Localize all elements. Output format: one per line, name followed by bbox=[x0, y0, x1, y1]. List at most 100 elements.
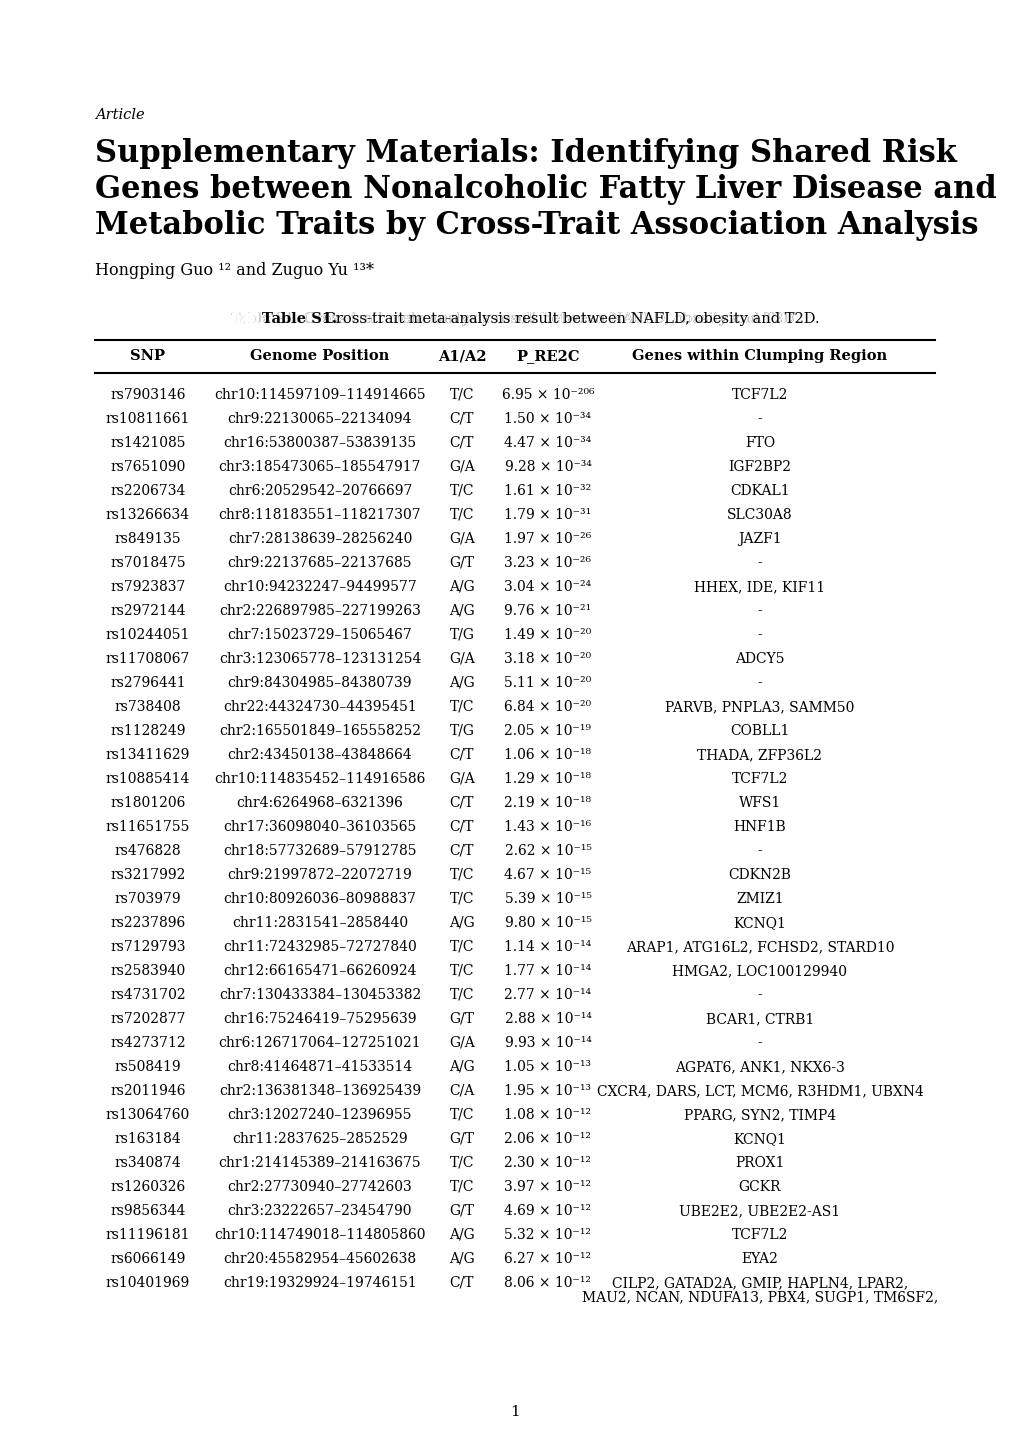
Text: chr3:23222657–23454790: chr3:23222657–23454790 bbox=[227, 1204, 412, 1218]
Text: chr11:2831541–2858440: chr11:2831541–2858440 bbox=[231, 916, 408, 930]
Text: C/T: C/T bbox=[449, 435, 474, 450]
Text: A/G: A/G bbox=[448, 604, 475, 619]
Text: TCF7L2: TCF7L2 bbox=[731, 1229, 788, 1242]
Text: rs10811661: rs10811661 bbox=[106, 412, 190, 425]
Text: Hongping Guo ¹² and Zuguo Yu ¹³*: Hongping Guo ¹² and Zuguo Yu ¹³* bbox=[95, 262, 374, 278]
Text: 1.43 × 10⁻¹⁶: 1.43 × 10⁻¹⁶ bbox=[504, 820, 591, 833]
Text: A/G: A/G bbox=[448, 580, 475, 594]
Text: chr16:53800387–53839135: chr16:53800387–53839135 bbox=[223, 435, 416, 450]
Text: chr7:15023729–15065467: chr7:15023729–15065467 bbox=[227, 629, 412, 642]
Text: rs7018475: rs7018475 bbox=[110, 557, 185, 570]
Text: A/G: A/G bbox=[448, 676, 475, 691]
Text: chr11:72432985–72727840: chr11:72432985–72727840 bbox=[223, 940, 417, 955]
Text: 2.30 × 10⁻¹²: 2.30 × 10⁻¹² bbox=[504, 1156, 591, 1169]
Text: T/C: T/C bbox=[449, 508, 474, 522]
Text: rs1260326: rs1260326 bbox=[110, 1180, 185, 1194]
Text: chr4:6264968–6321396: chr4:6264968–6321396 bbox=[236, 796, 404, 810]
Text: chr8:118183551–118217307: chr8:118183551–118217307 bbox=[218, 508, 421, 522]
Text: FTO: FTO bbox=[744, 435, 774, 450]
Text: rs9856344: rs9856344 bbox=[110, 1204, 185, 1218]
Text: 6.27 × 10⁻¹²: 6.27 × 10⁻¹² bbox=[504, 1252, 591, 1266]
Text: T/G: T/G bbox=[449, 724, 474, 738]
Text: chr19:19329924–19746151: chr19:19329924–19746151 bbox=[223, 1276, 417, 1291]
Text: chr22:44324730–44395451: chr22:44324730–44395451 bbox=[223, 699, 417, 714]
Text: rs13064760: rs13064760 bbox=[106, 1107, 190, 1122]
Text: rs10885414: rs10885414 bbox=[106, 771, 190, 786]
Text: 2.88 × 10⁻¹⁴: 2.88 × 10⁻¹⁴ bbox=[504, 1012, 591, 1027]
Text: T/C: T/C bbox=[449, 940, 474, 955]
Text: 4.69 × 10⁻¹²: 4.69 × 10⁻¹² bbox=[504, 1204, 591, 1218]
Text: 1.50 × 10⁻³⁴: 1.50 × 10⁻³⁴ bbox=[504, 412, 591, 425]
Text: 1.29 × 10⁻¹⁸: 1.29 × 10⁻¹⁸ bbox=[504, 771, 591, 786]
Text: C/T: C/T bbox=[449, 748, 474, 761]
Text: TCF7L2: TCF7L2 bbox=[731, 388, 788, 402]
Text: chr9:22137685–22137685: chr9:22137685–22137685 bbox=[227, 557, 412, 570]
Text: rs7129793: rs7129793 bbox=[110, 940, 185, 955]
Text: CILP2, GATAD2A, GMIP, HAPLN4, LPAR2,: CILP2, GATAD2A, GMIP, HAPLN4, LPAR2, bbox=[611, 1276, 907, 1291]
Text: A/G: A/G bbox=[448, 1252, 475, 1266]
Text: IGF2BP2: IGF2BP2 bbox=[728, 460, 791, 474]
Text: rs13266634: rs13266634 bbox=[106, 508, 190, 522]
Text: rs1128249: rs1128249 bbox=[110, 724, 185, 738]
Text: BCAR1, CTRB1: BCAR1, CTRB1 bbox=[705, 1012, 813, 1027]
Text: rs11708067: rs11708067 bbox=[106, 652, 190, 666]
Text: 2.05 × 10⁻¹⁹: 2.05 × 10⁻¹⁹ bbox=[504, 724, 591, 738]
Text: 9.93 × 10⁻¹⁴: 9.93 × 10⁻¹⁴ bbox=[504, 1035, 591, 1050]
Text: -: - bbox=[757, 629, 761, 642]
Text: 2.77 × 10⁻¹⁴: 2.77 × 10⁻¹⁴ bbox=[504, 988, 591, 1002]
Text: rs1421085: rs1421085 bbox=[110, 435, 185, 450]
Text: Table S1. Cross-trait meta-analysis result between NAFLD, obesity and T2D.: Table S1. Cross-trait meta-analysis resu… bbox=[230, 311, 798, 326]
Text: MAU2, NCAN, NDUFA13, PBX4, SUGP1, TM6SF2,: MAU2, NCAN, NDUFA13, PBX4, SUGP1, TM6SF2… bbox=[581, 1291, 937, 1304]
Text: 3.04 × 10⁻²⁴: 3.04 × 10⁻²⁴ bbox=[504, 580, 591, 594]
Text: THADA, ZFP36L2: THADA, ZFP36L2 bbox=[697, 748, 821, 761]
Text: chr10:114835452–114916586: chr10:114835452–114916586 bbox=[214, 771, 425, 786]
Text: rs2206734: rs2206734 bbox=[110, 485, 185, 497]
Text: chr3:12027240–12396955: chr3:12027240–12396955 bbox=[227, 1107, 412, 1122]
Text: CXCR4, DARS, LCT, MCM6, R3HDM1, UBXN4: CXCR4, DARS, LCT, MCM6, R3HDM1, UBXN4 bbox=[596, 1084, 922, 1097]
Text: rs11196181: rs11196181 bbox=[106, 1229, 191, 1242]
Text: P_RE2C: P_RE2C bbox=[516, 349, 579, 363]
Text: AGPAT6, ANK1, NKX6-3: AGPAT6, ANK1, NKX6-3 bbox=[675, 1060, 844, 1074]
Text: 5.11 × 10⁻²⁰: 5.11 × 10⁻²⁰ bbox=[503, 676, 591, 691]
Text: 1.08 × 10⁻¹²: 1.08 × 10⁻¹² bbox=[504, 1107, 591, 1122]
Text: 5.39 × 10⁻¹⁵: 5.39 × 10⁻¹⁵ bbox=[504, 893, 591, 906]
Text: PROX1: PROX1 bbox=[735, 1156, 784, 1169]
Text: rs738408: rs738408 bbox=[114, 699, 181, 714]
Text: Metabolic Traits by Cross-Trait Association Analysis: Metabolic Traits by Cross-Trait Associat… bbox=[95, 211, 977, 241]
Text: rs508419: rs508419 bbox=[114, 1060, 181, 1074]
Text: G/T: G/T bbox=[449, 1204, 474, 1218]
Text: 8.06 × 10⁻¹²: 8.06 × 10⁻¹² bbox=[504, 1276, 591, 1291]
Text: 3.97 × 10⁻¹²: 3.97 × 10⁻¹² bbox=[504, 1180, 591, 1194]
Text: HNF1B: HNF1B bbox=[733, 820, 786, 833]
Text: rs163184: rs163184 bbox=[114, 1132, 181, 1146]
Text: rs476828: rs476828 bbox=[114, 844, 181, 858]
Text: 5.32 × 10⁻¹²: 5.32 × 10⁻¹² bbox=[504, 1229, 591, 1242]
Text: 9.80 × 10⁻¹⁵: 9.80 × 10⁻¹⁵ bbox=[504, 916, 591, 930]
Text: C/T: C/T bbox=[449, 796, 474, 810]
Text: A/G: A/G bbox=[448, 1229, 475, 1242]
Text: chr2:27730940–27742603: chr2:27730940–27742603 bbox=[227, 1180, 412, 1194]
Text: rs2583940: rs2583940 bbox=[110, 965, 185, 978]
Text: JAZF1: JAZF1 bbox=[738, 532, 781, 547]
Text: 1.49 × 10⁻²⁰: 1.49 × 10⁻²⁰ bbox=[503, 629, 591, 642]
Text: C/T: C/T bbox=[449, 820, 474, 833]
Text: 2.19 × 10⁻¹⁸: 2.19 × 10⁻¹⁸ bbox=[504, 796, 591, 810]
Text: Cross-trait meta-analysis result between NAFLD, obesity and T2D.: Cross-trait meta-analysis result between… bbox=[320, 311, 819, 326]
Text: TCF7L2: TCF7L2 bbox=[731, 771, 788, 786]
Text: -: - bbox=[757, 988, 761, 1002]
Text: rs10401969: rs10401969 bbox=[106, 1276, 190, 1291]
Text: A1/A2: A1/A2 bbox=[437, 349, 486, 363]
Text: 3.23 × 10⁻²⁶: 3.23 × 10⁻²⁶ bbox=[504, 557, 591, 570]
Text: G/A: G/A bbox=[448, 652, 475, 666]
Text: ZMIZ1: ZMIZ1 bbox=[736, 893, 783, 906]
Text: 1.77 × 10⁻¹⁴: 1.77 × 10⁻¹⁴ bbox=[503, 965, 591, 978]
Text: -: - bbox=[757, 1035, 761, 1050]
Text: KCNQ1: KCNQ1 bbox=[733, 916, 786, 930]
Text: C/T: C/T bbox=[449, 1276, 474, 1291]
Text: chr20:45582954–45602638: chr20:45582954–45602638 bbox=[223, 1252, 416, 1266]
Text: T/C: T/C bbox=[449, 485, 474, 497]
Text: T/C: T/C bbox=[449, 893, 474, 906]
Text: T/C: T/C bbox=[449, 388, 474, 402]
Text: GCKR: GCKR bbox=[738, 1180, 781, 1194]
Text: ADCY5: ADCY5 bbox=[735, 652, 784, 666]
